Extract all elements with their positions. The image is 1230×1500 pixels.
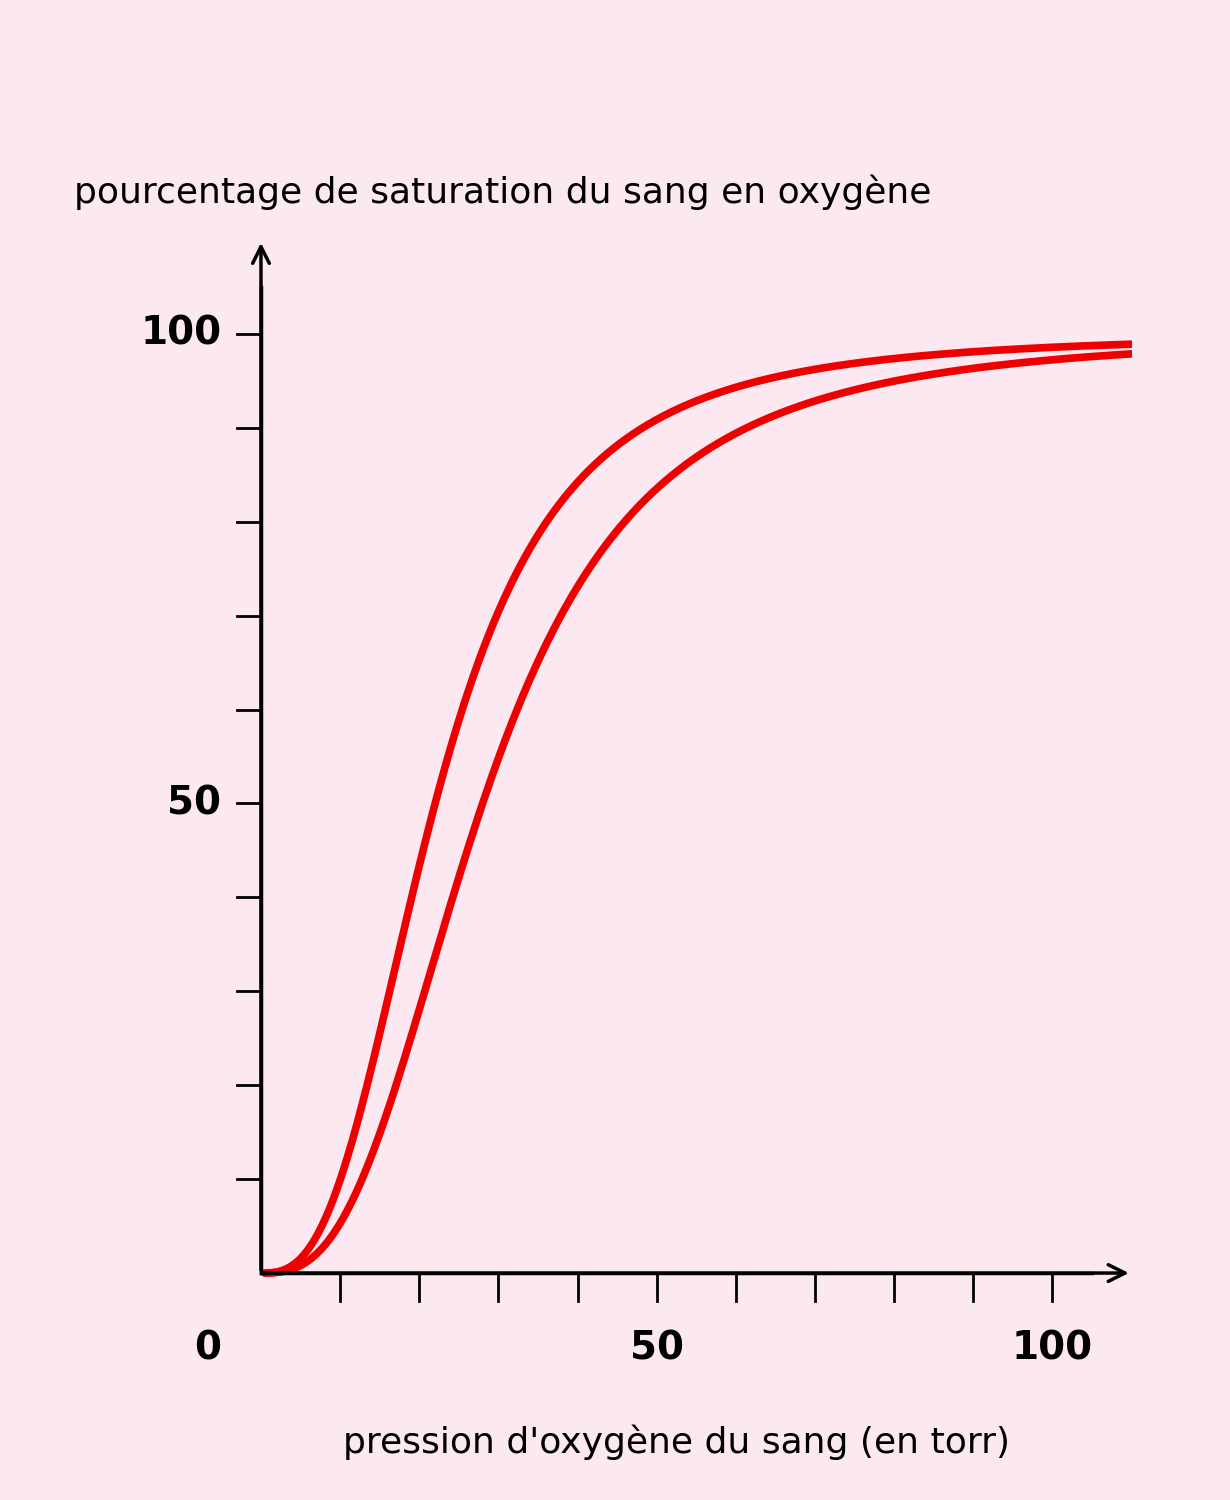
Text: 100: 100: [140, 315, 221, 352]
Text: 0: 0: [194, 1329, 221, 1368]
Text: pression d'oxygène du sang (en torr): pression d'oxygène du sang (en torr): [343, 1425, 1010, 1461]
Text: 50: 50: [630, 1329, 684, 1368]
Text: 100: 100: [1012, 1329, 1093, 1368]
Text: 50: 50: [167, 784, 221, 822]
Text: pourcentage de saturation du sang en oxygène: pourcentage de saturation du sang en oxy…: [74, 174, 931, 210]
